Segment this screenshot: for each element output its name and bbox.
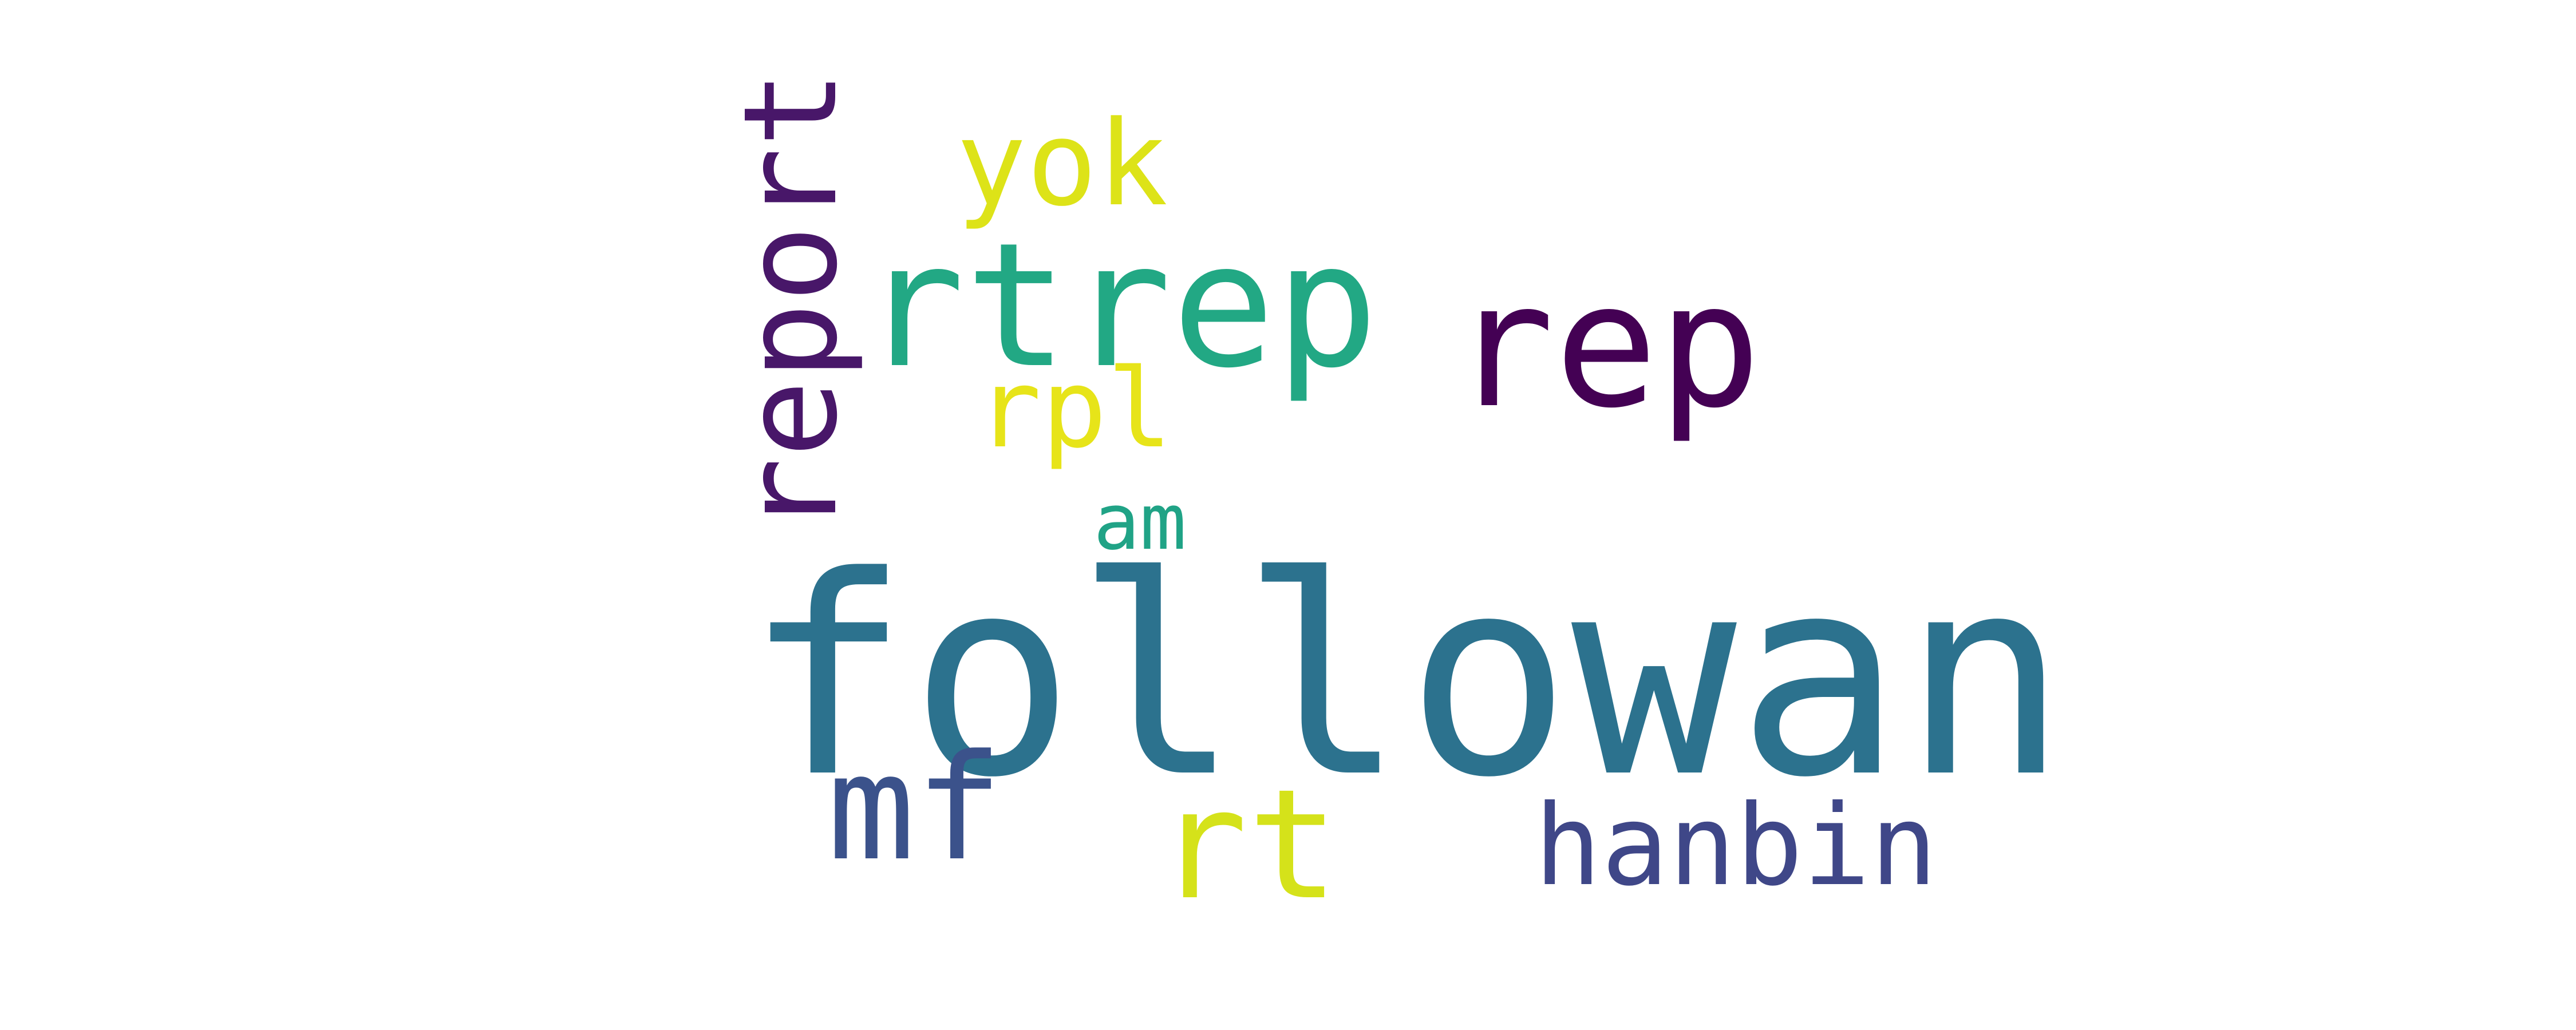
word-hanbin: hanbin [1534, 781, 1938, 910]
word-rpl: rpl [976, 346, 1173, 472]
word-rtrep: rtrep [862, 206, 1379, 406]
word-am: am [1093, 477, 1187, 567]
word-rep: rep [1451, 246, 1761, 446]
word-followan: followan [744, 518, 2068, 838]
word-rt: rt [1156, 757, 1340, 933]
word-mf: mf [827, 723, 1003, 893]
word-yok: yok [956, 96, 1168, 232]
word-report: report [716, 70, 866, 535]
